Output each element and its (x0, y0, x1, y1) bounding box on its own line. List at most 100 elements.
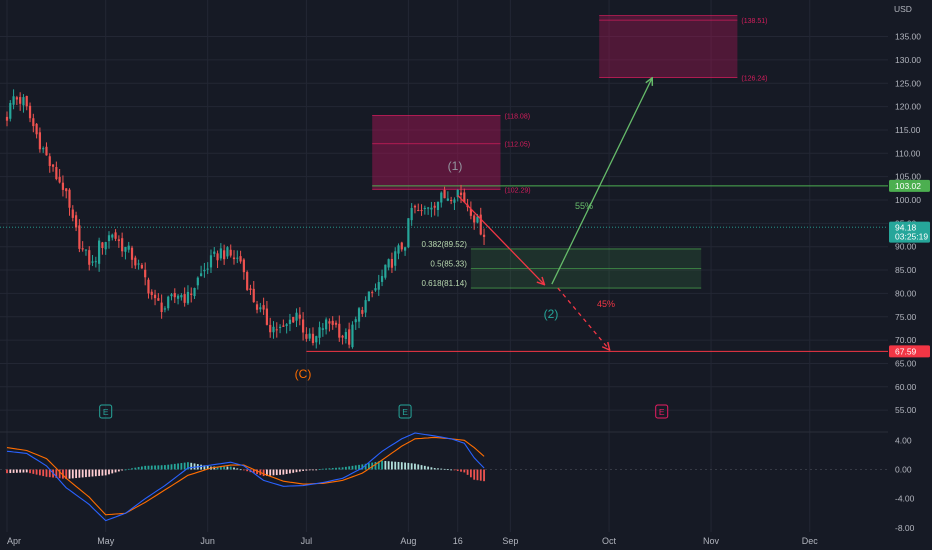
macd-histogram-bar (88, 469, 91, 477)
candle (65, 188, 68, 192)
macd-histogram-bar (279, 469, 281, 475)
candle (58, 176, 61, 183)
candle (55, 167, 58, 180)
horizontal-levels (0, 185, 888, 352)
macd-histogram-bar (414, 463, 416, 470)
candle (282, 325, 285, 327)
macd-histogram-bar (391, 461, 393, 470)
candle (344, 332, 347, 339)
candle (48, 156, 51, 166)
resistance-price-tag (889, 179, 930, 192)
macd-histogram-bar (226, 466, 229, 470)
candle (229, 249, 232, 256)
fib-level-label: 0.382(89.52) (422, 240, 468, 249)
candle (94, 261, 97, 263)
macd-histogram-bar (108, 469, 110, 475)
macd-histogram-bar (187, 462, 189, 470)
down-arrow-to-wave-2 (457, 194, 544, 284)
macd-histogram-bar (262, 469, 265, 477)
macd-histogram-bar (85, 469, 87, 478)
candle (200, 273, 203, 277)
price-tick: 90.00 (895, 242, 917, 252)
macd-histogram-bar (200, 464, 203, 470)
candle (298, 314, 301, 319)
wave-1-label: (1) (448, 159, 463, 173)
bearish-probability-label: 45% (597, 299, 615, 309)
zone-level-label: (126.24) (741, 75, 767, 82)
macd-histogram-bar (206, 465, 209, 470)
candle (45, 146, 48, 156)
candle (216, 253, 219, 261)
candle (433, 205, 436, 208)
macd-histogram-bar (285, 469, 288, 475)
wave-c-label: (C) (295, 367, 312, 381)
macd-histogram-bar (78, 469, 81, 478)
macd-histogram-bar (164, 465, 166, 470)
macd-histogram-bar (361, 464, 364, 470)
candle (121, 238, 124, 252)
macd-histogram-bar (266, 469, 268, 476)
candle (35, 123, 38, 135)
candle (134, 257, 137, 266)
resistance-zone (372, 115, 501, 190)
macd-histogram-bar (140, 466, 143, 470)
candle (140, 264, 143, 269)
last-price-tag-text: 94.18 (895, 223, 917, 233)
upper-target-zone (599, 15, 738, 78)
macd-histogram-bar (229, 466, 232, 470)
macd-histogram-bar (456, 469, 459, 471)
candle (348, 329, 351, 345)
candle (443, 189, 446, 199)
macd-histogram-bar (167, 464, 170, 470)
macd-histogram-bar (410, 463, 413, 470)
macd-histogram-bar (387, 461, 390, 470)
macd-signal-line (6, 436, 485, 516)
macd-histogram-bar (111, 469, 114, 474)
macd-histogram-bar (239, 469, 242, 471)
macd-histogram-bar (400, 462, 403, 470)
fib-level-label: 0.5(85.33) (430, 260, 467, 269)
macd-histogram-bar (364, 463, 367, 470)
macd-histogram-bar (160, 465, 163, 470)
macd-histogram-bar (377, 461, 380, 470)
macd-histogram-bar (358, 464, 360, 470)
candle (413, 205, 417, 208)
candle (308, 333, 311, 339)
candle (124, 246, 127, 252)
macd-histogram-bar (302, 469, 304, 471)
candle (288, 319, 292, 325)
candle (400, 242, 403, 250)
candle (157, 298, 160, 301)
macd-tick: -8.00 (895, 523, 915, 533)
candle (285, 324, 288, 326)
zone-level-label: (112.05) (505, 142, 531, 149)
macd-histogram-bar (180, 463, 183, 470)
macd-histogram-bar (473, 469, 476, 480)
candle (357, 308, 361, 322)
candle (371, 292, 374, 294)
candle (98, 240, 101, 264)
macd-histogram-bar (131, 468, 133, 470)
candle (226, 247, 229, 257)
macd-histogram-bar (121, 469, 124, 471)
macd-histogram-bar (35, 469, 38, 475)
macd-histogram-bar (354, 465, 357, 470)
candle (61, 182, 65, 190)
macd-histogram-bar (32, 469, 35, 474)
candle (292, 316, 295, 323)
time-axis[interactable]: Apr May Jun Jul Aug 16 Sep Oct Nov Dec (7, 536, 818, 546)
candle (246, 272, 249, 290)
time-tick: Apr (7, 536, 21, 546)
macd-histogram-bar (183, 462, 186, 470)
macd-histogram-bar (39, 469, 41, 476)
time-tick: Oct (602, 536, 617, 546)
candle (42, 148, 45, 150)
candle (9, 103, 12, 119)
macd-histogram-bar (344, 466, 347, 470)
candle (394, 251, 397, 266)
macd-histogram-bar (252, 469, 255, 474)
candle (78, 225, 81, 249)
